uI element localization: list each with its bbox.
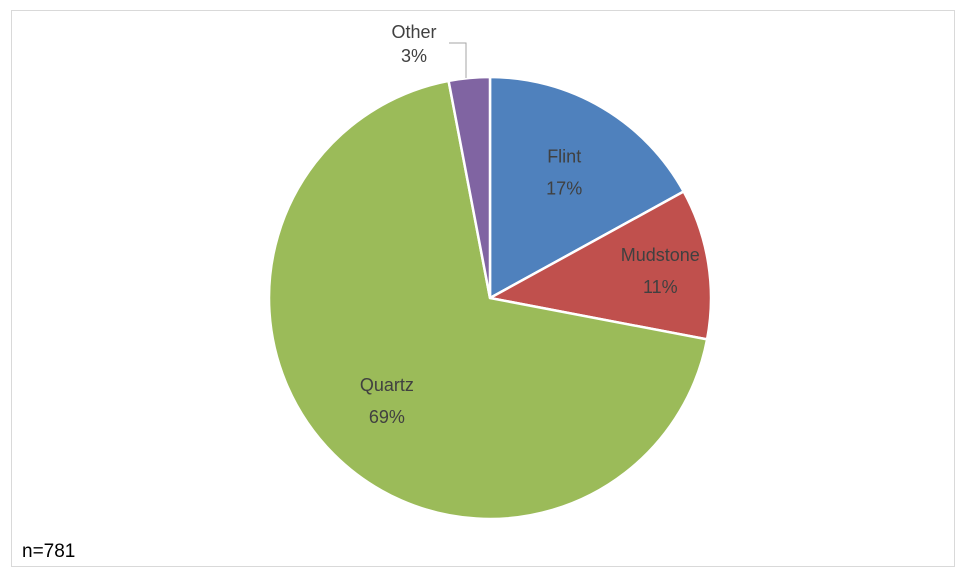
leader-lines (449, 42, 467, 78)
sample-size-note: n=781 (22, 541, 76, 562)
data-labels: Flint 17% Mudstone 11% Quartz 69% Other 3% (360, 22, 700, 427)
slice-label-flint: Flint (547, 147, 581, 167)
pie-slice-flint (488, 75, 685, 300)
pie-slice-other (447, 75, 492, 300)
pie-slices (267, 75, 713, 521)
slice-label-other: Other (391, 22, 436, 42)
pie-slice-quartz (267, 79, 709, 521)
leader-line-other (449, 42, 467, 78)
slice-label-mudstone: Mudstone (621, 245, 700, 265)
slice-percent-flint: 17% (546, 179, 582, 199)
slice-percent-other: 3% (401, 46, 427, 66)
slice-percent-mudstone: 11% (643, 277, 678, 297)
slice-label-quartz: Quartz (360, 375, 414, 395)
slice-percent-quartz: 69% (369, 407, 405, 427)
pie-slice-mudstone (488, 190, 713, 341)
